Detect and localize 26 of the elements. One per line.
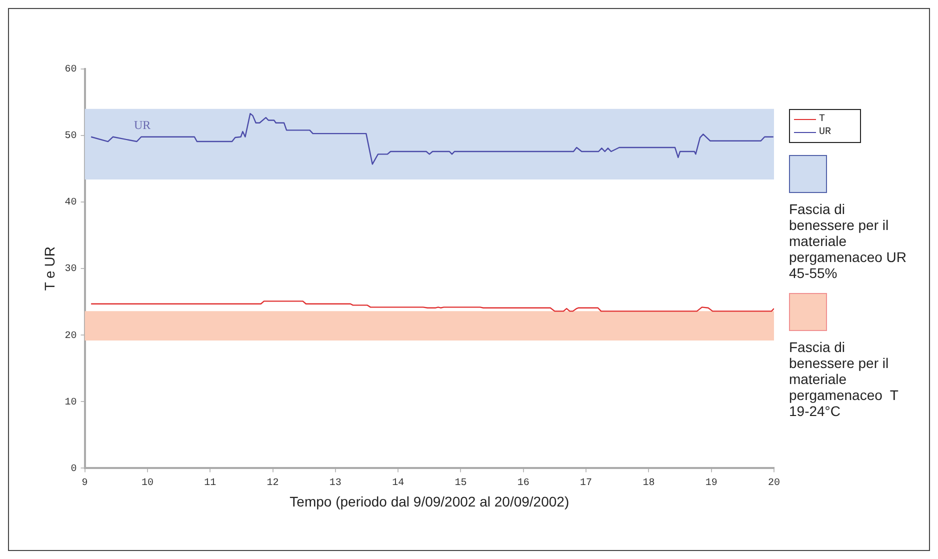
x-tick-label: 19	[705, 478, 718, 489]
y-axis-title: T e UR	[41, 246, 58, 291]
x-tick-label: 15	[454, 478, 467, 489]
y-tick-label: 0	[70, 464, 77, 475]
x-tick-label: 10	[141, 478, 154, 489]
x-tick-label: 16	[517, 478, 530, 489]
band-label: Fascia di benessere per il materiale pergamenaceo T 19-24°C	[789, 339, 900, 419]
y-tick-label: 10	[64, 397, 77, 408]
x-tick-label: 20	[768, 478, 780, 489]
x-tick-label: 17	[580, 478, 592, 489]
x-tick-label: 18	[642, 478, 655, 489]
legend-label: UR	[819, 127, 832, 138]
x-tick-label: 9	[82, 478, 88, 489]
y-tick-label: 50	[64, 131, 77, 142]
legend-label: T	[819, 114, 826, 125]
y-tick-label: 40	[64, 198, 77, 209]
annotation: UR	[134, 118, 151, 133]
x-tick-label: 11	[204, 478, 216, 489]
x-axis-title: Tempo (periodo dal 9/09/2002 al 20/09/2002)	[290, 493, 570, 510]
x-tick-label: 14	[392, 478, 404, 489]
x-tick-label: 12	[266, 478, 279, 489]
band-label: Fascia di benessere per il materiale pergamenaceo UR 45-55%	[789, 201, 908, 281]
y-tick-label: 30	[64, 264, 77, 276]
y-tick-label: 60	[64, 64, 77, 76]
y-tick-label: 20	[64, 330, 77, 342]
x-tick-label: 13	[329, 478, 342, 489]
